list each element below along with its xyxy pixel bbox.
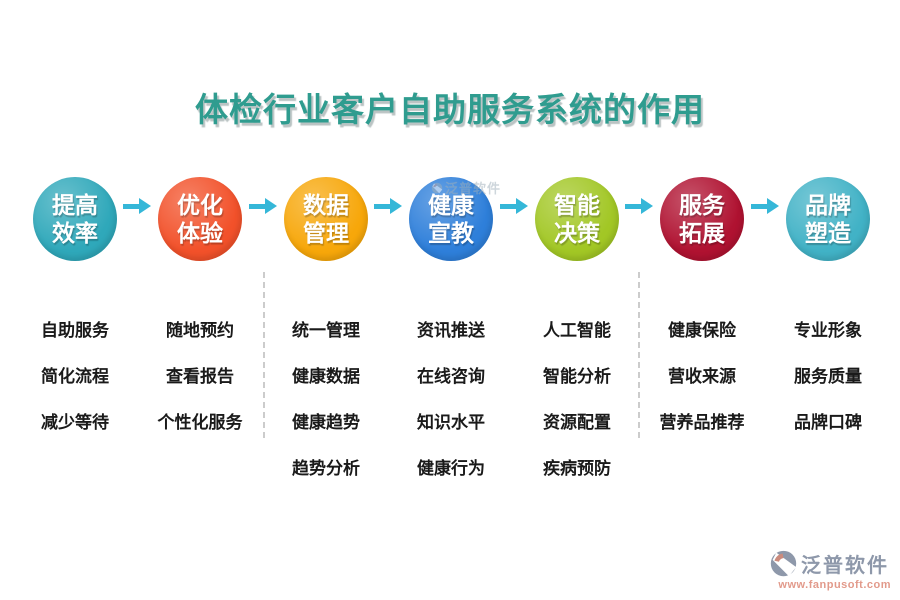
flow-step-5-items: 人工智能 智能分析 资源配置 疾病预防 — [507, 308, 647, 492]
arrow-right-icon — [123, 198, 151, 214]
flow-step-3-label-line1: 数据 — [303, 191, 349, 218]
flow-step-6-label-line1: 服务 — [679, 191, 725, 218]
list-item: 简化流程 — [41, 367, 109, 386]
list-item: 趋势分析 — [292, 459, 360, 478]
flow-step-4-label-line2: 宣教 — [428, 220, 474, 246]
flow-step-6: 服务 拓展 健康保险 营收来源 营养品推荐 — [632, 177, 772, 446]
list-item: 个性化服务 — [157, 413, 243, 432]
list-item: 自助服务 — [41, 321, 109, 340]
list-item: 随地预约 — [166, 321, 234, 340]
flow-step-4-label-line1: 健康 — [428, 191, 474, 218]
flow-step-4-items: 资讯推送 在线咨询 知识水平 健康行为 — [381, 308, 521, 492]
list-item: 服务质量 — [794, 367, 862, 386]
flow-step-7-label-line1: 品牌 — [805, 191, 851, 218]
list-item: 营养品推荐 — [659, 413, 745, 432]
flow-step-2: 优化 体验 随地预约 查看报告 个性化服务 — [130, 177, 270, 446]
watermark-logo: 泛普软件 — [431, 178, 501, 197]
flow-step-3-label-line2: 管理 — [303, 220, 349, 246]
flow-step-6-label: 服务 拓展 — [679, 191, 725, 247]
flow-step-4: 健康 宣教 资讯推送 在线咨询 知识水平 健康行为 — [381, 177, 521, 492]
arrow-right-icon — [751, 198, 779, 214]
list-item: 健康数据 — [292, 367, 360, 386]
flow-step-3-items: 统一管理 健康数据 健康趋势 趋势分析 — [256, 308, 396, 492]
flow-step-5-label-line2: 决策 — [554, 220, 600, 246]
brand-name: 泛普软件 — [801, 555, 889, 577]
list-item: 智能分析 — [543, 367, 611, 386]
dashed-separator — [638, 272, 640, 438]
list-item: 专业形象 — [794, 321, 862, 340]
arrow-shaft — [123, 203, 139, 209]
arrow-head — [139, 198, 151, 214]
flow-step-1-label-line2: 效率 — [52, 220, 98, 246]
flow-step-2-label-line2: 体验 — [177, 220, 223, 246]
arrow-head — [390, 198, 402, 214]
flow-step-5-circle: 智能 决策 — [535, 177, 619, 261]
arrow-shaft — [625, 203, 641, 209]
page-title: 体检行业客户自助服务系统的作用 — [195, 91, 705, 128]
flow-step-7-circle: 品牌 塑造 — [786, 177, 870, 261]
arrow-shaft — [751, 203, 767, 209]
flow-step-2-label: 优化 体验 — [177, 191, 223, 247]
flow-step-1-label-line1: 提高 — [52, 191, 98, 218]
flow-step-2-items: 随地预约 查看报告 个性化服务 — [130, 308, 270, 446]
flow-step-6-circle: 服务 拓展 — [660, 177, 744, 261]
list-item: 减少等待 — [41, 413, 109, 432]
flow-step-7-label: 品牌 塑造 — [805, 191, 851, 247]
flow-step-6-label-line2: 拓展 — [679, 220, 725, 246]
brand-swirl-icon — [770, 550, 797, 577]
brand-row: 泛普软件 — [769, 549, 891, 578]
arrow-shaft — [500, 203, 516, 209]
arrow-head — [767, 198, 779, 214]
list-item: 统一管理 — [292, 321, 360, 340]
flow-step-7-items: 专业形象 服务质量 品牌口碑 — [758, 308, 898, 446]
flow-step-2-circle: 优化 体验 — [158, 177, 242, 261]
flow-step-6-items: 健康保险 营收来源 营养品推荐 — [632, 308, 772, 446]
flow-step-5: 智能 决策 人工智能 智能分析 资源配置 疾病预防 — [507, 177, 647, 492]
arrow-right-icon — [249, 198, 277, 214]
list-item: 资讯推送 — [417, 321, 485, 340]
arrow-right-icon — [500, 198, 528, 214]
list-item: 人工智能 — [543, 321, 611, 340]
list-item: 健康趋势 — [292, 413, 360, 432]
list-item: 知识水平 — [417, 413, 485, 432]
list-item: 在线咨询 — [417, 367, 485, 386]
arrow-right-icon — [374, 198, 402, 214]
list-item: 资源配置 — [543, 413, 611, 432]
brand-logo: 泛普软件 www.fanpusoft.com — [769, 549, 891, 591]
flow-step-4-circle: 健康 宣教 — [409, 177, 493, 261]
list-item: 品牌口碑 — [794, 413, 862, 432]
list-item: 查看报告 — [166, 367, 234, 386]
flow-step-5-label: 智能 决策 — [554, 191, 600, 247]
list-item: 健康行为 — [417, 459, 485, 478]
dashed-separator — [263, 272, 265, 438]
flow-step-5-label-line1: 智能 — [554, 191, 600, 218]
list-item: 疾病预防 — [543, 459, 611, 478]
flow-step-1: 提高 效率 自助服务 简化流程 减少等待 — [5, 177, 145, 446]
arrow-head — [516, 198, 528, 214]
flow-step-2-label-line1: 优化 — [177, 191, 223, 218]
flow-step-3-circle: 数据 管理 — [284, 177, 368, 261]
flow-step-1-circle: 提高 效率 — [33, 177, 117, 261]
list-item: 营收来源 — [668, 367, 736, 386]
brand-url: www.fanpusoft.com — [778, 579, 891, 591]
watermark-swirl-icon — [431, 182, 443, 193]
arrow-head — [641, 198, 653, 214]
arrow-right-icon — [625, 198, 653, 214]
flow-step-1-label: 提高 效率 — [52, 191, 98, 247]
arrow-head — [265, 198, 277, 214]
flow-step-4-label: 健康 宣教 — [428, 191, 474, 247]
arrow-shaft — [374, 203, 390, 209]
flow-step-7-label-line2: 塑造 — [805, 220, 851, 246]
watermark-text: 泛普软件 — [445, 181, 502, 196]
flow-step-3-label: 数据 管理 — [303, 191, 349, 247]
list-item: 健康保险 — [668, 321, 736, 340]
arrow-shaft — [249, 203, 265, 209]
flow-step-3: 数据 管理 统一管理 健康数据 健康趋势 趋势分析 — [256, 177, 396, 492]
flow-step-7: 品牌 塑造 专业形象 服务质量 品牌口碑 — [758, 177, 898, 446]
flow-step-1-items: 自助服务 简化流程 减少等待 — [5, 308, 145, 446]
